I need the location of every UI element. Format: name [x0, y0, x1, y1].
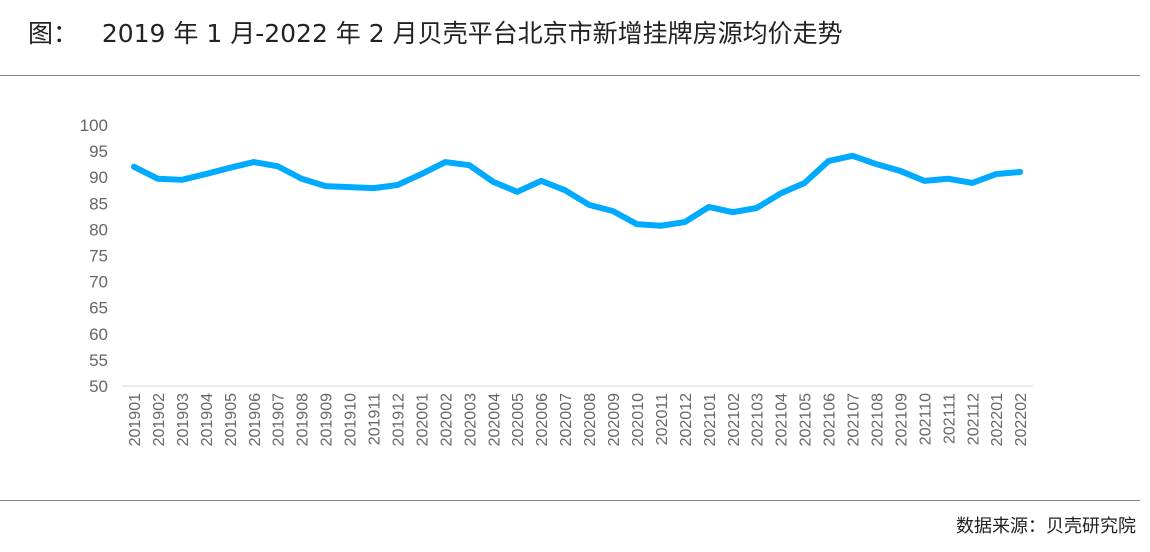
bottom-divider — [0, 500, 1140, 501]
y-tick-label: 80 — [89, 220, 108, 239]
x-tick-label: 202010 — [630, 393, 647, 446]
x-tick-label: 202003 — [462, 393, 479, 446]
x-tick-label: 202111 — [941, 393, 958, 444]
x-tick-label: 202109 — [893, 393, 910, 446]
series-line — [131, 152, 1024, 229]
x-tick-label: 202008 — [582, 393, 599, 446]
y-tick-label: 65 — [89, 299, 108, 318]
x-tick-label: 202201 — [989, 393, 1006, 446]
x-tick-label: 202005 — [510, 393, 527, 446]
x-tick-label: 201907 — [271, 393, 288, 446]
x-tick-label: 201912 — [390, 393, 407, 446]
top-divider — [0, 75, 1140, 76]
data-source: 数据来源：贝壳研究院 — [956, 516, 1136, 537]
x-tick-label: 202104 — [774, 393, 791, 446]
y-tick-label: 100 — [80, 116, 108, 135]
x-tick-label: 202110 — [917, 393, 934, 445]
y-tick-label: 90 — [89, 168, 108, 187]
x-tick-label: 201903 — [175, 393, 192, 446]
x-tick-label: 201901 — [127, 393, 144, 446]
x-tick-label: 201911 — [367, 393, 384, 445]
x-tick-label: 201904 — [199, 393, 216, 446]
x-tick-label: 202103 — [750, 393, 767, 446]
x-tick-label: 202101 — [702, 393, 719, 446]
x-tick-label: 202202 — [1013, 393, 1030, 446]
x-tick-label: 201902 — [151, 393, 168, 446]
y-tick-label: 60 — [89, 325, 108, 344]
x-tick-label: 201905 — [223, 393, 240, 446]
x-tick-label: 202107 — [846, 393, 863, 446]
x-tick-label: 201910 — [343, 393, 360, 446]
y-tick-label: 55 — [89, 351, 108, 370]
x-tick-label: 202105 — [798, 393, 815, 446]
y-tick-label: 75 — [89, 247, 108, 266]
x-tick-label: 201908 — [295, 393, 312, 446]
x-tick-label: 202011 — [654, 393, 671, 445]
x-tick-label: 202009 — [606, 393, 623, 446]
x-tick-label: 202004 — [486, 393, 503, 446]
y-tick-label: 50 — [89, 377, 108, 396]
x-tick-label: 202108 — [869, 393, 886, 446]
y-tick-label: 85 — [89, 194, 108, 213]
x-tick-label: 202112 — [965, 393, 982, 445]
x-tick-label: 201906 — [247, 393, 264, 446]
y-tick-label: 95 — [89, 142, 108, 161]
y-tick-label: 70 — [89, 273, 108, 292]
x-tick-label: 202007 — [558, 393, 575, 446]
chart-title: 图： 2019 年 1 月-2022 年 2 月贝壳平台北京市新增挂牌房源均价走… — [28, 19, 843, 48]
x-tick-label: 202012 — [678, 393, 695, 446]
x-tick-label: 202001 — [414, 393, 431, 446]
x-tick-label: 201909 — [319, 393, 336, 446]
x-tick-label: 202102 — [726, 393, 743, 446]
x-tick-label: 202006 — [534, 393, 551, 446]
x-tick-label: 202106 — [822, 393, 839, 446]
x-tick-label: 202002 — [438, 393, 455, 446]
